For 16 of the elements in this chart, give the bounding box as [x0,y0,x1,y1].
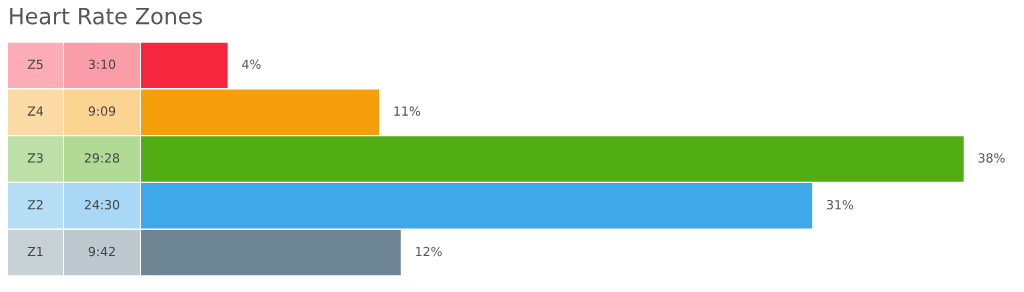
text: 3:10 [88,59,116,70]
text: 9:42 [88,246,115,257]
y-tick-label: Z2 [27,199,43,210]
text: 29:28 [84,153,120,163]
text: 24:30 [84,199,120,210]
data-label: 4% [242,59,261,70]
y-tick-label: Z5 [27,59,43,70]
chart-title: Heart Rate Zones [10,7,202,25]
text: 9:09 [88,106,116,116]
y-tick-label: Z4 [27,106,44,116]
y-tick-label: Z3 [27,153,43,163]
data-label: 38% [978,153,1005,163]
data-label: 31% [826,199,854,210]
data-label: 12% [416,246,442,257]
data-label: 11% [394,106,421,116]
y-tick-label: Z1 [27,246,43,257]
